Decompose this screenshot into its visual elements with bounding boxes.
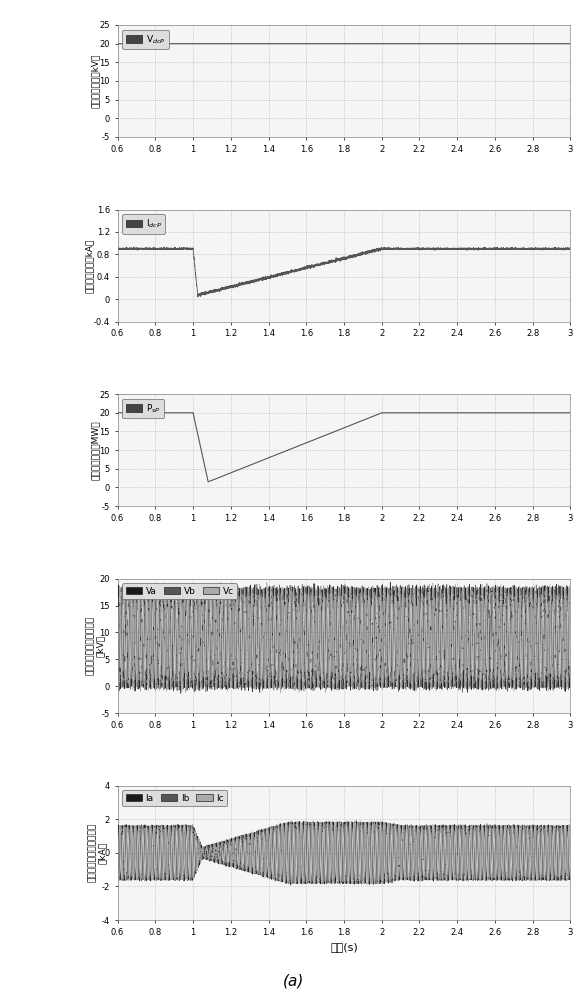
Legend: Ia, Ib, Ic: Ia, Ib, Ic [122,790,228,806]
Y-axis label: 正极母线电流（kA）: 正极母线电流（kA） [85,238,94,293]
X-axis label: 时间(s): 时间(s) [330,942,358,952]
Y-axis label: 第一正极流源交流侧电流
（kA）: 第一正极流源交流侧电流 （kA） [88,823,107,882]
Y-axis label: 第一正极流源交流侧电压
（kV）: 第一正极流源交流侧电压 （kV） [86,616,105,675]
Y-axis label: 正极母线电压（kV）: 正极母线电压（kV） [91,54,100,108]
Legend: I$_{dcP}$: I$_{dcP}$ [122,214,165,234]
Legend: P$_{sP}$: P$_{sP}$ [122,399,164,418]
Legend: V$_{dcP}$: V$_{dcP}$ [122,30,169,49]
Legend: Va, Vb, Vc: Va, Vb, Vc [122,583,237,599]
Y-axis label: 正极母线功率（MW）: 正极母线功率（MW） [91,420,100,480]
Text: (a): (a) [283,973,305,988]
